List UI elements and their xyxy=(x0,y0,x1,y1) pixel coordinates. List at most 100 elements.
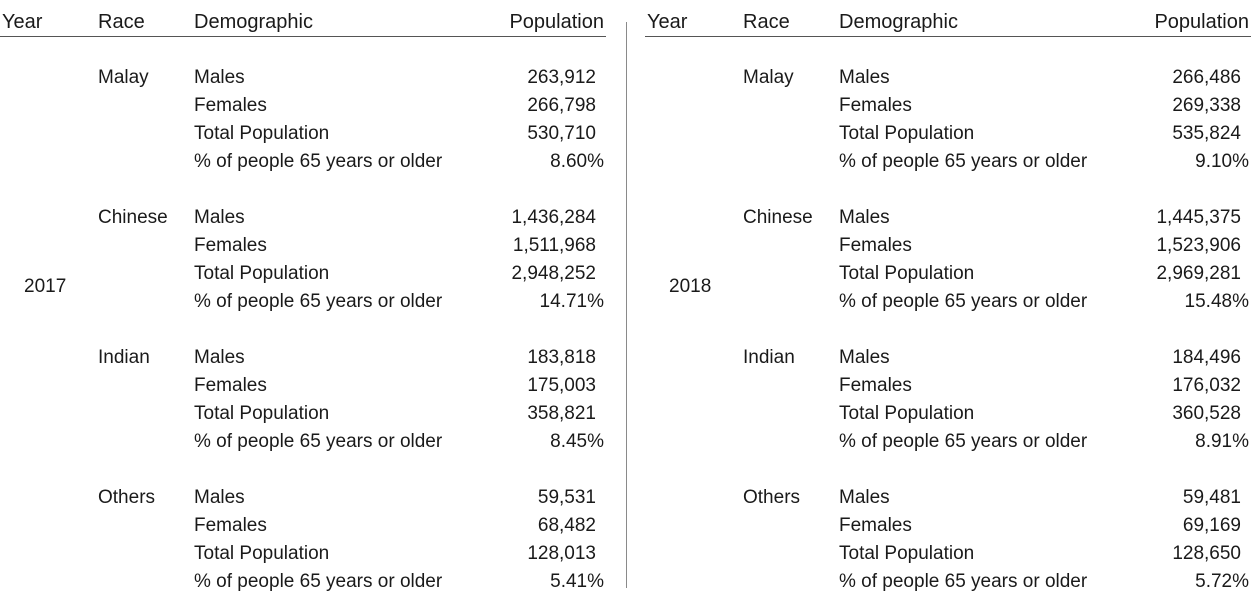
table-row: % of people 65 years or older 8.45% xyxy=(0,428,606,456)
race-label: Others xyxy=(743,487,801,508)
race-group-indian: Indian Males 184,496 Females 176,032 Total… xyxy=(645,344,1251,456)
demographic-label: Males xyxy=(194,67,245,88)
population-value: 176,032 xyxy=(1172,375,1241,396)
table-header: Year Race Demographic Population xyxy=(645,8,1251,37)
population-value: 269,338 xyxy=(1172,95,1241,116)
table-row: Total Population 360,528 xyxy=(645,400,1251,428)
demographic-label: % of people 65 years or older xyxy=(194,291,443,312)
table-row: Males 183,818 xyxy=(0,344,606,372)
table-row: Females 68,482 xyxy=(0,512,606,540)
race-group-malay: Malay Males 263,912 Females 266,798 Total … xyxy=(0,64,606,176)
demographic-label: % of people 65 years or older xyxy=(194,571,443,592)
population-table-2017: Year Race Demographic Population 2017 Ma… xyxy=(0,0,606,600)
percentage-value: 9.10% xyxy=(1195,151,1249,172)
population-value: 68,482 xyxy=(537,515,596,536)
race-label: Others xyxy=(98,487,156,508)
header-demographic: Demographic xyxy=(839,11,958,33)
population-value: 1,445,375 xyxy=(1156,207,1241,228)
table-row: % of people 65 years or older 14.71% xyxy=(0,288,606,316)
demographic-label: Males xyxy=(839,207,890,228)
race-group-others: Others Males 59,531 Females 68,482 Total P… xyxy=(0,484,606,596)
header-race: Race xyxy=(98,11,145,33)
table-row: Males 59,481 xyxy=(645,484,1251,512)
population-value: 535,824 xyxy=(1172,123,1241,144)
table-row: Males 1,436,284 xyxy=(0,204,606,232)
table-row: Total Population 2,948,252 xyxy=(0,260,606,288)
table-row: Total Population 128,650 xyxy=(645,540,1251,568)
demographic-label: Females xyxy=(194,515,267,536)
table-row: Females 266,798 xyxy=(0,92,606,120)
demographic-label: Females xyxy=(839,375,912,396)
population-value: 69,169 xyxy=(1182,515,1241,536)
header-race: Race xyxy=(743,11,790,33)
demographic-label: % of people 65 years or older xyxy=(839,151,1088,172)
demographic-label: Males xyxy=(839,67,890,88)
population-value: 2,948,252 xyxy=(511,263,596,284)
demographic-label: Males xyxy=(839,347,890,368)
header-population: Population xyxy=(509,11,604,33)
population-value: 183,818 xyxy=(527,347,596,368)
population-value: 266,798 xyxy=(527,95,596,116)
demographic-label: Total Population xyxy=(839,403,975,424)
population-value: 175,003 xyxy=(527,375,596,396)
panel-divider xyxy=(626,22,627,588)
table-row: Females 269,338 xyxy=(645,92,1251,120)
demographic-label: Males xyxy=(839,487,890,508)
header-year: Year xyxy=(2,11,43,33)
race-group-chinese: Chinese Males 1,436,284 Females 1,511,968 … xyxy=(0,204,606,316)
population-value: 184,496 xyxy=(1172,347,1241,368)
race-label: Chinese xyxy=(743,207,813,228)
population-value: 1,511,968 xyxy=(512,235,596,256)
table-row: % of people 65 years or older 9.10% xyxy=(645,148,1251,176)
demographic-label: Total Population xyxy=(194,403,330,424)
table-row: Total Population 530,710 xyxy=(0,120,606,148)
demographic-label: Total Population xyxy=(839,543,975,564)
demographic-label: Females xyxy=(194,235,267,256)
percentage-value: 14.71% xyxy=(539,291,604,312)
table-row: Total Population 358,821 xyxy=(0,400,606,428)
race-label: Chinese xyxy=(98,207,168,228)
population-value: 59,481 xyxy=(1182,487,1241,508)
percentage-value: 8.45% xyxy=(550,431,604,452)
demographic-label: Males xyxy=(194,487,245,508)
header-population: Population xyxy=(1154,11,1249,33)
population-value: 266,486 xyxy=(1172,67,1241,88)
year-cell: 2018 xyxy=(669,276,712,297)
table-row: Females 175,003 xyxy=(0,372,606,400)
race-label: Malay xyxy=(98,67,149,88)
table-row: Females 1,523,906 xyxy=(645,232,1251,260)
demographic-label: Total Population xyxy=(194,263,330,284)
population-value: 1,523,906 xyxy=(1156,235,1241,256)
race-label: Malay xyxy=(743,67,794,88)
table-row: % of people 65 years or older 8.60% xyxy=(0,148,606,176)
demographic-label: % of people 65 years or older xyxy=(839,431,1088,452)
percentage-value: 8.91% xyxy=(1195,431,1249,452)
demographic-label: % of people 65 years or older xyxy=(839,571,1088,592)
race-label: Indian xyxy=(98,347,150,368)
population-value: 530,710 xyxy=(527,123,596,144)
header-year: Year xyxy=(647,11,688,33)
population-value: 358,821 xyxy=(527,403,596,424)
demographic-label: % of people 65 years or older xyxy=(194,431,443,452)
race-group-indian: Indian Males 183,818 Females 175,003 Total… xyxy=(0,344,606,456)
table-row: Males 263,912 xyxy=(0,64,606,92)
percentage-value: 8.60% xyxy=(550,151,604,172)
table-row: Total Population 2,969,281 xyxy=(645,260,1251,288)
table-row: Females 176,032 xyxy=(645,372,1251,400)
table-row: % of people 65 years or older 15.48% xyxy=(645,288,1251,316)
population-value: 128,013 xyxy=(527,543,596,564)
percentage-value: 5.41% xyxy=(550,571,604,592)
demographic-label: Females xyxy=(839,95,912,116)
table-row: Males 1,445,375 xyxy=(645,204,1251,232)
table-row: % of people 65 years or older 8.91% xyxy=(645,428,1251,456)
demographic-label: Total Population xyxy=(839,123,975,144)
demographic-label: Total Population xyxy=(194,543,330,564)
demographic-label: Males xyxy=(194,347,245,368)
table-header: Year Race Demographic Population xyxy=(0,8,606,37)
demographic-label: % of people 65 years or older xyxy=(194,151,443,172)
demographic-label: Total Population xyxy=(839,263,975,284)
population-value: 1,436,284 xyxy=(511,207,596,228)
demographic-label: Males xyxy=(194,207,245,228)
table-row: Total Population 535,824 xyxy=(645,120,1251,148)
table-row: Males 266,486 xyxy=(645,64,1251,92)
